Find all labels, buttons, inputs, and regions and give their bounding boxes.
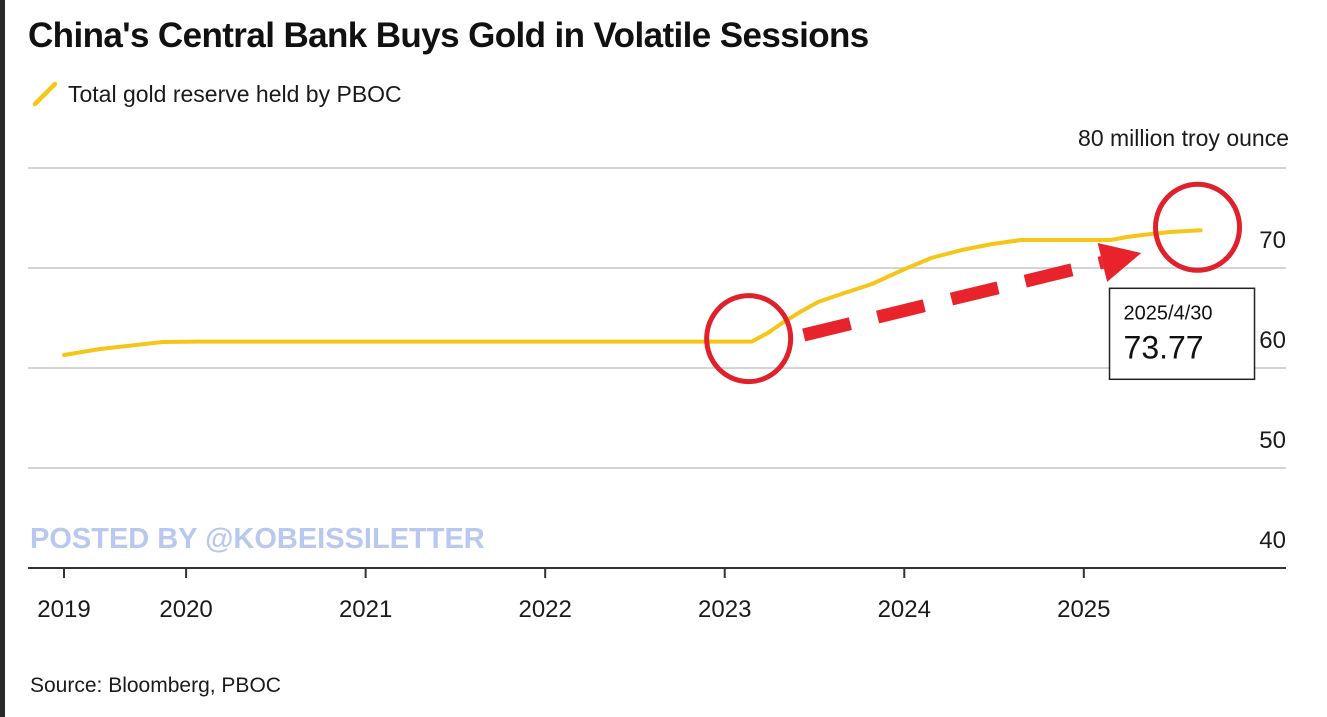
- y-tick-label-60: 60: [1259, 327, 1286, 354]
- x-tick-label-2025: 2025: [1057, 596, 1110, 623]
- x-tick-label-2022: 2022: [518, 596, 571, 623]
- trend-arrow-head: [1097, 243, 1142, 282]
- legend: Total gold reserve held by PBOC: [32, 78, 402, 110]
- y-axis-unit-label: 80 million troy ounce: [1078, 125, 1289, 151]
- y-tick-label-50: 50: [1259, 427, 1286, 454]
- legend-line-swatch-icon: [32, 81, 58, 107]
- legend-label: Total gold reserve held by PBOC: [68, 80, 402, 107]
- x-tick-label-2023: 2023: [698, 596, 751, 623]
- x-tick-label-2021: 2021: [339, 596, 392, 623]
- watermark-text: POSTED BY @KOBEISSILETTER: [30, 523, 485, 555]
- value-callout-date: 2025/4/30: [1124, 302, 1213, 324]
- x-tick-label-2024: 2024: [878, 596, 931, 623]
- x-tick-label-2020: 2020: [159, 596, 212, 623]
- chart-title: China's Central Bank Buys Gold in Volati…: [28, 16, 869, 55]
- trend-arrow-shaft: [802, 256, 1104, 342]
- highlight-circle-1: [704, 293, 794, 385]
- y-tick-label-40: 40: [1259, 527, 1286, 554]
- series-line-gold-reserve: [62, 228, 1203, 357]
- value-callout-value: 73.77: [1124, 329, 1204, 365]
- highlight-circle-2: [1153, 181, 1243, 273]
- value-callout-box: [1108, 287, 1256, 381]
- window-edge: [0, 0, 5, 717]
- x-tick-label-2019: 2019: [37, 596, 90, 623]
- source-note: Source: Bloomberg, PBOC: [30, 674, 281, 697]
- y-tick-label-70: 70: [1259, 227, 1286, 254]
